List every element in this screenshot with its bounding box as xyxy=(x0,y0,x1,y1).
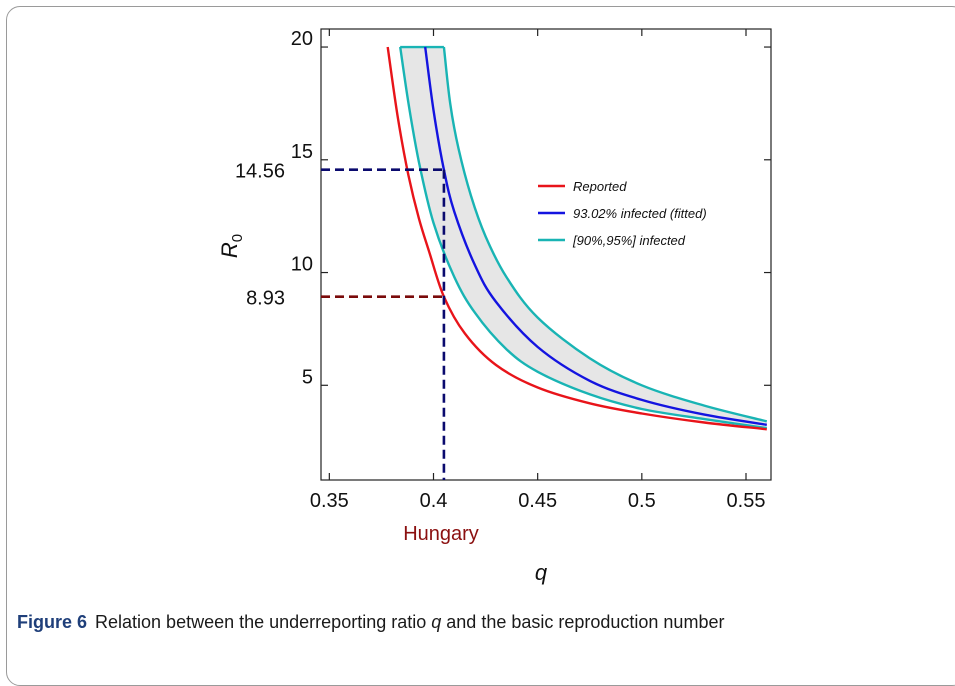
reference-value-label-2: 8.93 xyxy=(246,288,285,310)
y-tick-label: 10 xyxy=(291,254,313,276)
reference-value-label-1: 14.56 xyxy=(235,161,285,183)
legend-band-label: [90%,95%] infected xyxy=(572,233,686,248)
fitted-line xyxy=(424,46,767,426)
figure-caption-text-pre: Relation between the underreporting rati… xyxy=(95,612,427,632)
x-axis-label: q xyxy=(535,560,548,585)
x-tick-label: 0.4 xyxy=(420,490,448,512)
legend-reported-label: Reported xyxy=(573,179,627,194)
figure-caption-label: Figure 6 xyxy=(17,612,88,632)
y-axis-label-main: R xyxy=(217,242,242,258)
y-tick-label: 20 xyxy=(291,28,313,50)
figure-caption-variable: q xyxy=(431,612,442,632)
x-tick-label: 0.5 xyxy=(628,490,656,512)
y-axis-label-subscript: 0 xyxy=(229,234,246,242)
legend-fitted-label: 93.02% infected (fitted) xyxy=(573,206,707,221)
reported-line xyxy=(386,46,767,431)
band-upper-line xyxy=(442,46,768,423)
country-label: Hungary xyxy=(403,523,479,545)
x-tick-label: 0.45 xyxy=(518,490,557,512)
y-tick-label: 15 xyxy=(291,141,313,163)
r0-vs-q-chart: 0.35 0.4 0.45 0.5 0.55 5 10 15 20 14.56 8.93 Rep… xyxy=(217,28,772,585)
figure-caption: Figure 6 Relation between the underreport… xyxy=(17,612,724,633)
y-axis-label: R0 xyxy=(217,234,246,258)
y-tick-label: 5 xyxy=(302,366,313,388)
band-lower-line xyxy=(399,46,767,430)
x-tick-label: 0.55 xyxy=(727,490,766,512)
x-tick-label: 0.35 xyxy=(310,490,349,512)
plot-area xyxy=(320,28,772,481)
figure-caption-text-post: and the basic reproduction number xyxy=(446,612,725,632)
